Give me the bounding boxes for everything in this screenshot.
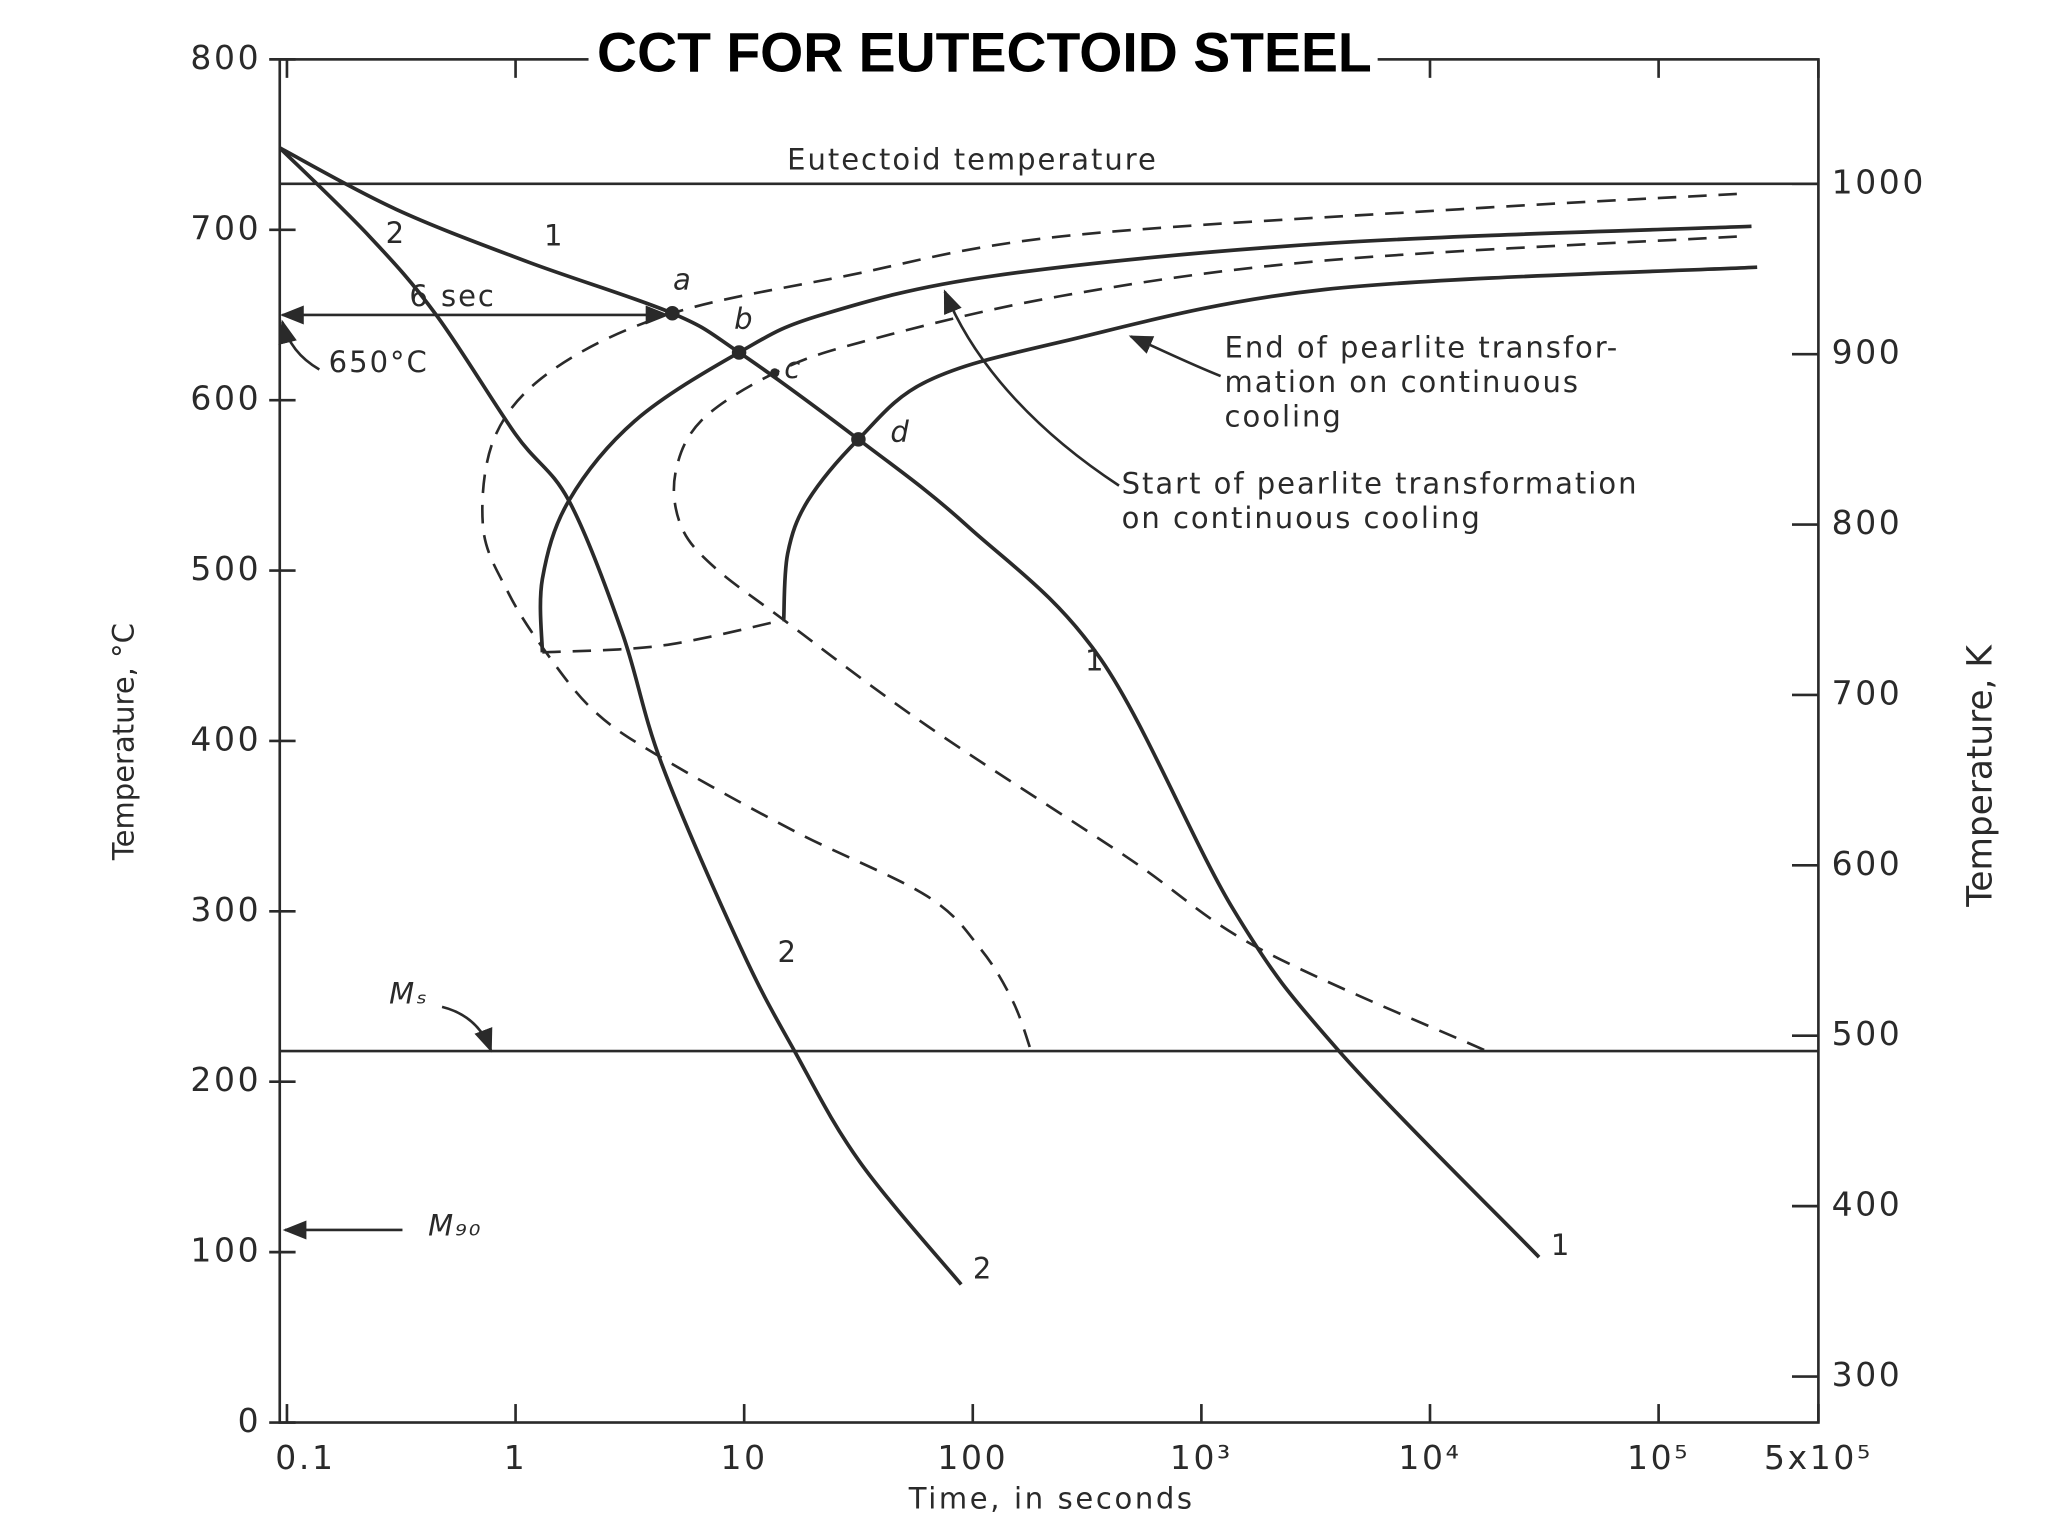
annotation-text: Start of pearlite transformation on conti… xyxy=(1122,467,1639,535)
annotation-line: End of pearlite transfor- xyxy=(1225,331,1620,365)
point-label: d xyxy=(890,415,910,449)
y2-tick-label: 500 xyxy=(1832,1014,1903,1053)
solid-curve xyxy=(538,224,1752,653)
annotation-line: mation on continuous xyxy=(1225,365,1580,399)
point-label: a xyxy=(673,263,693,297)
x-tick-label: 10⁵ xyxy=(1627,1438,1690,1477)
curve-label: 2 xyxy=(973,1252,993,1286)
annotation-line: Start of pearlite transformation xyxy=(1122,467,1639,501)
y-axis-label: Temperature, °C xyxy=(106,623,140,861)
y-tick-label: 700 xyxy=(190,208,261,247)
y-tick-label: 500 xyxy=(190,549,261,588)
temp-650-arrow xyxy=(278,319,320,371)
annotation-line: on continuous cooling xyxy=(1122,501,1482,535)
x-tick-label: 10 xyxy=(721,1438,768,1477)
y-tick-label: 400 xyxy=(190,719,261,758)
y2-tick-label: 600 xyxy=(1832,844,1903,883)
x-tick-label: 5x10⁵ xyxy=(1764,1438,1873,1477)
y-tick-label: 800 xyxy=(190,38,261,77)
x-tick-label: 10³ xyxy=(1170,1438,1233,1477)
x-tick-label: 10⁴ xyxy=(1398,1438,1461,1477)
y2-tick-label: 900 xyxy=(1832,333,1903,372)
y2-axis-label: Temperature, K xyxy=(1961,644,2001,908)
y-tick-label: 0 xyxy=(238,1401,262,1440)
y-tick-label: 300 xyxy=(190,890,261,929)
y2-tick-label: 700 xyxy=(1832,673,1903,712)
x-tick-label: 100 xyxy=(937,1438,1008,1477)
curve-label: 2 xyxy=(386,216,406,250)
y-tick-label: 100 xyxy=(190,1231,261,1270)
temp-650-label: 650°C xyxy=(329,345,429,379)
m90-label: M₉₀ xyxy=(428,1208,482,1242)
ms-arrow xyxy=(441,1005,493,1053)
intersection-point xyxy=(851,432,866,447)
start-annotation-arrow xyxy=(943,289,1120,487)
title-background xyxy=(588,18,1378,96)
x-tick-label: 0.1 xyxy=(275,1438,335,1477)
dashed-curve xyxy=(542,618,784,654)
eutectoid-label: Eutectoid temperature xyxy=(787,142,1158,176)
curve-label: 1 xyxy=(1551,1228,1571,1262)
y2-tick-label: 800 xyxy=(1832,503,1903,542)
point-label: b xyxy=(734,302,754,336)
curve-label: 2 xyxy=(778,935,798,969)
solid-curve xyxy=(781,265,1758,621)
intersection-point xyxy=(665,306,680,321)
annotation-line: cooling xyxy=(1225,399,1343,433)
point-label: c xyxy=(784,351,802,385)
x-axis-label: Time, in seconds xyxy=(908,1481,1195,1515)
solid-curve xyxy=(278,146,963,1286)
ms-label: Mₛ xyxy=(389,977,429,1011)
end-annotation-arrow xyxy=(1128,335,1222,378)
y2-tick-label: 300 xyxy=(1832,1355,1903,1394)
dashed-curve xyxy=(672,235,1737,1053)
y2-tick-label: 1000 xyxy=(1832,162,1926,201)
intersection-point xyxy=(770,368,780,378)
x-tick-label: 1 xyxy=(504,1438,528,1477)
curve-label: 1 xyxy=(1085,643,1105,677)
solid-curve xyxy=(278,146,1541,1259)
y2-tick-label: 400 xyxy=(1832,1185,1903,1224)
annotation-text: 6 sec xyxy=(409,279,496,313)
y-tick-label: 600 xyxy=(190,379,261,418)
curve-label: 1 xyxy=(544,219,564,253)
annotation-text: End of pearlite transfor-mation on conti… xyxy=(1225,331,1620,434)
chart-title: CCT FOR EUTECTOID STEEL xyxy=(597,21,1372,83)
intersection-point xyxy=(731,345,747,360)
y-tick-label: 200 xyxy=(190,1060,261,1099)
